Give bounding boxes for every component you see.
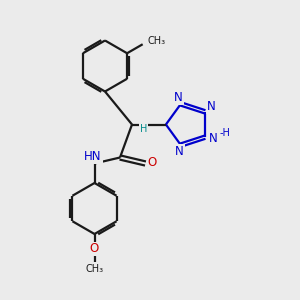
- Text: O: O: [90, 242, 99, 256]
- Text: HN: HN: [84, 150, 102, 164]
- Text: -H: -H: [219, 128, 230, 138]
- Text: N: N: [175, 145, 184, 158]
- Text: H: H: [140, 124, 147, 134]
- Text: N: N: [207, 100, 216, 113]
- Text: CH₃: CH₃: [147, 36, 165, 46]
- Text: CH₃: CH₃: [85, 263, 103, 274]
- Text: N: N: [174, 91, 183, 104]
- Text: N: N: [209, 132, 218, 145]
- Text: O: O: [148, 156, 157, 170]
